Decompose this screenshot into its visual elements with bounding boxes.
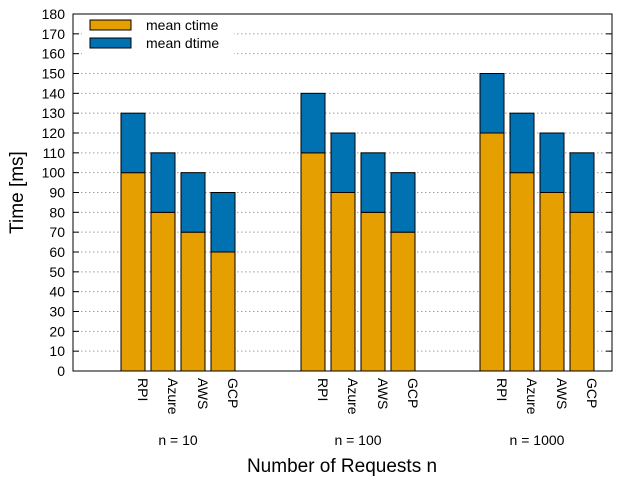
category-label: RPI — [315, 378, 331, 401]
category-label: Azure — [524, 378, 540, 415]
legend-swatch — [89, 19, 132, 31]
category-label: GCP — [584, 378, 600, 408]
y-tick-label: 20 — [49, 323, 65, 339]
bar-dtime — [120, 112, 146, 174]
bar-ctime — [210, 251, 236, 372]
y-tick-label: 50 — [49, 264, 65, 280]
category-label: Azure — [165, 378, 181, 415]
y-tick-label: 90 — [49, 185, 65, 201]
bar-dtime — [300, 92, 326, 154]
group-label: n = 10 — [158, 432, 198, 448]
group-label: n = 1000 — [510, 432, 565, 448]
y-tick-label: 110 — [43, 145, 66, 161]
category-label: GCP — [405, 378, 421, 408]
y-tick-label: 80 — [49, 204, 65, 220]
legend-swatch — [89, 37, 132, 49]
bar-ctime — [509, 172, 535, 372]
bar-dtime — [180, 172, 206, 233]
bar-ctime — [180, 231, 206, 372]
bar-ctime — [479, 132, 505, 372]
bar-ctime — [390, 231, 416, 372]
y-axis-title: Time [ms] — [7, 151, 28, 234]
y-tick-label: 150 — [42, 66, 66, 82]
y-tick-label: 10 — [49, 343, 65, 359]
y-tick-label: 40 — [49, 284, 65, 300]
bar-ctime — [360, 211, 386, 372]
x-axis-title: Number of Requests n — [247, 456, 437, 477]
category-label: AWS — [195, 378, 211, 409]
bar-dtime — [360, 152, 386, 213]
y-tick-label: 60 — [49, 244, 65, 260]
bar-ctime — [330, 192, 356, 372]
category-label: RPI — [135, 378, 151, 401]
y-tick-label: 160 — [42, 46, 66, 62]
legend-label: mean ctime — [146, 17, 219, 33]
bar-ctime — [120, 172, 146, 372]
bar-dtime — [150, 152, 176, 213]
bar-dtime — [390, 172, 416, 233]
category-label: RPI — [494, 378, 510, 401]
bar-ctime — [569, 211, 595, 372]
y-tick-label: 180 — [42, 6, 66, 22]
y-tick-label: 70 — [49, 224, 65, 240]
y-tick-label: 100 — [42, 165, 66, 181]
bar-dtime — [479, 73, 505, 134]
category-label: AWS — [375, 378, 391, 409]
y-tick-label: 130 — [42, 105, 66, 121]
bar-ctime — [150, 211, 176, 372]
legend-label: mean dtime — [146, 35, 219, 51]
bar-dtime — [509, 112, 535, 174]
bar-dtime — [210, 192, 236, 253]
y-tick-label: 30 — [49, 304, 65, 320]
group-label: n = 100 — [334, 432, 381, 448]
y-tick-label: 140 — [42, 85, 66, 101]
y-tick-label: 170 — [42, 26, 66, 42]
category-label: AWS — [554, 378, 570, 409]
bar-dtime — [330, 132, 356, 193]
bar-ctime — [539, 192, 565, 372]
bar-dtime — [569, 152, 595, 213]
y-tick-label: 0 — [57, 363, 65, 379]
bar-ctime — [300, 152, 326, 372]
category-label: GCP — [225, 378, 241, 408]
bar-dtime — [539, 132, 565, 193]
y-tick-label: 120 — [42, 125, 66, 141]
category-label: Azure — [345, 378, 361, 415]
